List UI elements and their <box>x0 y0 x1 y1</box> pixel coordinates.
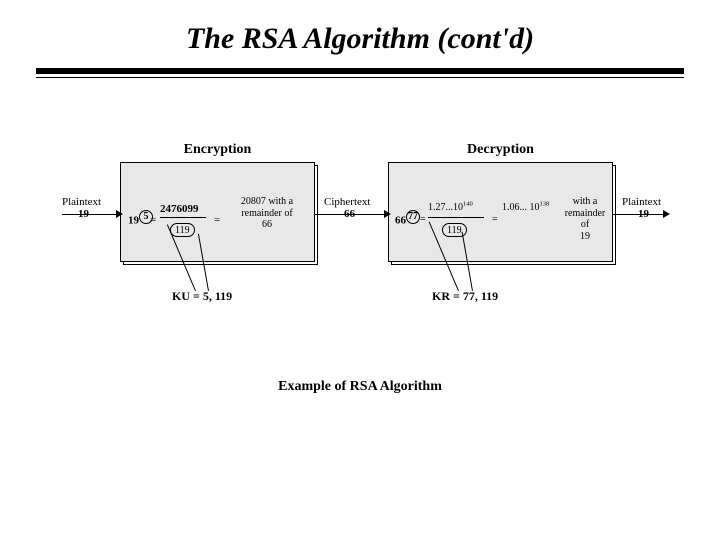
enc-mod: 119 <box>170 220 195 238</box>
ciphertext-value: 66 <box>344 208 355 221</box>
plaintext-in-label: Plaintext <box>62 196 101 209</box>
dec-m2-exp: 138 <box>540 201 550 208</box>
dec-exp-circ: 77 <box>406 210 420 224</box>
arrow-3 <box>663 210 670 218</box>
dec-fracline1 <box>428 217 484 218</box>
plaintext-out-label: Plaintext <box>622 196 661 209</box>
dec-num1: 1.27...10140 <box>428 202 473 214</box>
enc-res-top: 20807 with a <box>241 196 293 207</box>
dec-res-top: with a <box>573 196 598 207</box>
enc-numerator: 2476099 <box>160 203 199 216</box>
dec-m1-exp: 140 <box>463 201 473 208</box>
decryption-label: Decryption <box>388 142 613 158</box>
ciphertext-label: Ciphertext <box>324 196 370 209</box>
rule-thick <box>36 68 684 74</box>
page-title: The RSA Algorithm (cont'd) <box>0 0 720 64</box>
dec-m1-mant: 1.27... <box>428 202 453 213</box>
flow-1 <box>62 214 116 215</box>
dec-base: 6677 <box>395 210 420 227</box>
dec-eq1: = <box>420 214 426 226</box>
dec-eq2: = <box>492 214 498 226</box>
arrow-1 <box>116 210 123 218</box>
enc-result: 20807 with a remainder of 66 <box>226 196 308 231</box>
enc-base-val: 19 <box>128 215 139 227</box>
enc-eq1: = <box>150 214 156 227</box>
dec-num2: 1.06... 10138 <box>502 202 549 214</box>
dec-base-val: 66 <box>395 215 406 227</box>
enc-fracline <box>160 217 206 218</box>
enc-eq2: = <box>214 214 220 227</box>
encryption-label: Encryption <box>120 142 315 158</box>
enc-res-val: 66 <box>262 219 272 230</box>
kr-label: KR = 77, 119 <box>432 290 498 304</box>
dec-res-val: 19 <box>580 231 590 242</box>
dec-m2-mant: 1.06... <box>502 202 527 213</box>
figure-caption: Example of RSA Algorithm <box>0 379 720 395</box>
enc-mod-oval: 119 <box>170 223 195 237</box>
rsa-diagram: Encryption Decryption Plaintext 19 195 =… <box>0 114 720 414</box>
rule-thin <box>36 77 684 78</box>
dec-res-bot: remainder of <box>565 208 606 231</box>
enc-res-bot: remainder of <box>241 208 292 219</box>
ku-label: KU = 5, 119 <box>172 290 232 304</box>
dec-result: with a remainder of 19 <box>560 196 610 242</box>
arrow-2 <box>384 210 391 218</box>
plaintext-out-value: 19 <box>638 208 649 221</box>
